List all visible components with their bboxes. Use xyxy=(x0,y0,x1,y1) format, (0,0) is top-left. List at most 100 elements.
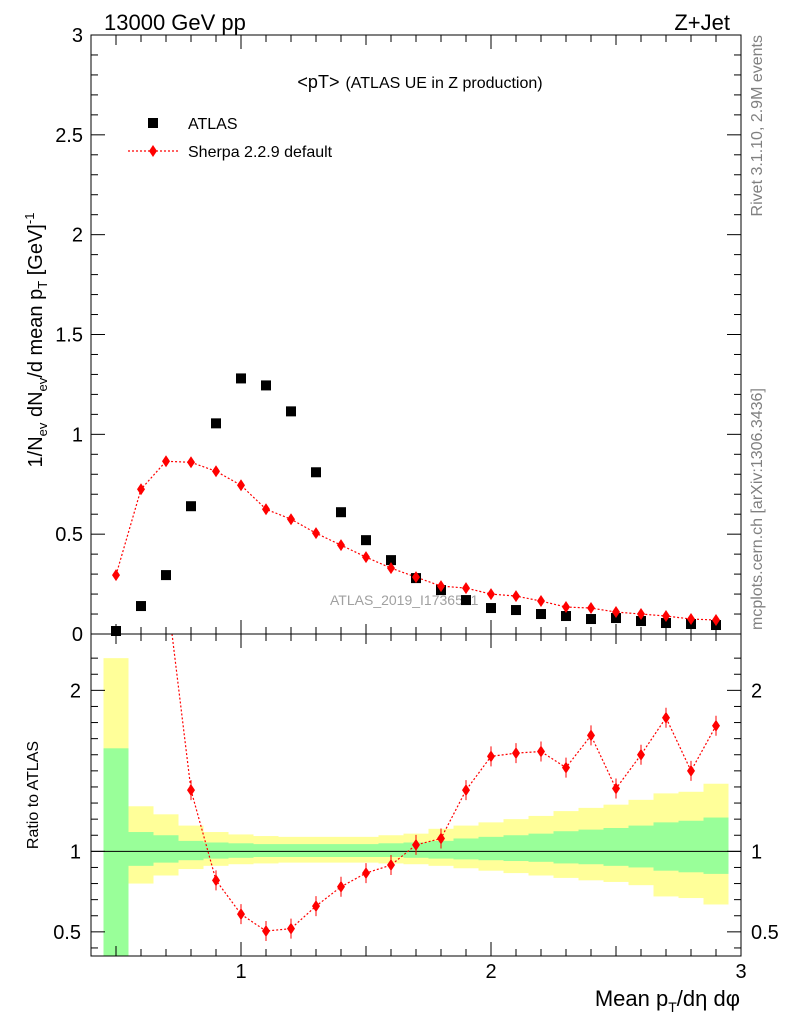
mcplots-label: mcplots.cern.ch [arXiv:1306.3436] xyxy=(749,388,766,630)
main-ylabel: 1/Nev dNev/d mean pT [GeV]-1 xyxy=(22,213,50,468)
atlas-point xyxy=(536,609,546,620)
sherpa-point xyxy=(387,562,395,575)
band-inner-bin xyxy=(353,844,379,857)
main-marks xyxy=(111,373,721,637)
x-axis-label: Mean pT/dη dφ xyxy=(595,986,740,1015)
ratio-ytick-label-right: 2 xyxy=(751,680,762,702)
atlas-point xyxy=(186,501,196,512)
band-inner-bin xyxy=(528,833,554,862)
ratio-point xyxy=(537,745,545,758)
atlas-point xyxy=(586,614,596,625)
band-inner-bin xyxy=(653,822,679,871)
ratio-frame xyxy=(90,633,742,957)
ratio-ytick-label: 0.5 xyxy=(53,922,81,944)
chart-title-main: <pT> xyxy=(297,72,339,92)
band-inner-bin xyxy=(378,843,404,857)
atlas-point xyxy=(311,467,321,478)
band-inner-bin xyxy=(578,829,604,865)
ratio-point xyxy=(412,838,420,851)
ratio-point xyxy=(662,711,670,724)
legend: ATLAS Sherpa 2.2.9 default xyxy=(128,116,333,161)
ratio-ytick-label-right: 1 xyxy=(751,841,762,863)
sherpa-point xyxy=(562,601,570,614)
band-inner-bin xyxy=(178,840,204,861)
band-inner-bin xyxy=(478,836,504,861)
band-inner-bin xyxy=(278,844,304,857)
ratio-point xyxy=(337,880,345,893)
main-ytick-label: 1 xyxy=(72,424,83,446)
sherpa-point xyxy=(137,483,145,496)
band-inner-bin xyxy=(128,832,154,866)
main-ytick-label: 0.5 xyxy=(55,524,83,546)
chart-title-detail: (ATLAS UE in Z production) xyxy=(345,75,542,92)
ratio-point xyxy=(587,729,595,742)
sherpa-point xyxy=(712,614,720,627)
sherpa-point xyxy=(287,513,295,526)
atlas-point xyxy=(261,380,271,391)
atlas-point xyxy=(236,373,246,384)
sherpa-point xyxy=(112,569,120,582)
ratio-point xyxy=(487,750,495,763)
ratio-point xyxy=(262,925,270,938)
ratio-line xyxy=(190,716,717,932)
ratio-point xyxy=(387,859,395,872)
chart-title: <pT> (ATLAS UE in Z production) xyxy=(297,72,542,92)
main-ytick-label: 2 xyxy=(72,225,83,247)
main-ytick-label: 3 xyxy=(72,25,83,47)
sherpa-point xyxy=(362,551,370,564)
band-inner-bin xyxy=(303,844,329,857)
ratio-panel: 0.5 0.5 1 1 2 2 1 2 3 Ratio to ATLAS Mean pT/dη… xyxy=(25,633,779,1015)
legend-sherpa-label: Sherpa 2.2.9 default xyxy=(188,144,333,161)
rivet-version-label: Rivet 3.1.10, 2.9M events xyxy=(749,35,766,216)
atlas-point xyxy=(636,616,646,627)
main-panel: ATLAS_2019_I1736531 0 0.5 1 1.5 2 2.5 3 <pT> (A… xyxy=(22,25,742,646)
ratio-line-offscale xyxy=(171,633,192,791)
main-ytick-label: 0 xyxy=(72,624,83,646)
atlas-point xyxy=(361,535,371,546)
ratio-point xyxy=(237,908,245,921)
ratio-point xyxy=(512,747,520,760)
ratio-uncertainty-bands xyxy=(91,658,741,956)
ratio-point xyxy=(612,782,620,795)
band-inner-bin xyxy=(703,817,729,874)
ratio-point xyxy=(562,761,570,774)
legend-atlas-marker xyxy=(148,118,158,128)
ratio-point xyxy=(312,900,320,913)
sherpa-point xyxy=(687,613,695,626)
sherpa-point xyxy=(212,465,220,478)
legend-atlas-label: ATLAS xyxy=(188,116,238,133)
band-inner-bin xyxy=(503,835,529,862)
ratio-point xyxy=(712,719,720,732)
atlas-point xyxy=(336,507,346,518)
analysis-watermark: ATLAS_2019_I1736531 xyxy=(330,592,479,608)
ratio-ytick-label-right: 0.5 xyxy=(751,922,779,944)
process-label: Z+Jet xyxy=(674,10,730,35)
sherpa-point xyxy=(337,539,345,552)
ratio-point xyxy=(187,784,195,797)
sherpa-point xyxy=(162,455,170,468)
main-ytick-label: 1.5 xyxy=(55,325,83,347)
atlas-point xyxy=(136,601,146,612)
energy-label: 13000 GeV pp xyxy=(104,10,246,35)
ratio-point xyxy=(437,832,445,845)
ratio-ytick-label: 1 xyxy=(70,841,81,863)
ratio-x-axis: 1 2 3 xyxy=(115,634,747,983)
atlas-point xyxy=(461,595,471,606)
band-inner-bin xyxy=(428,840,454,859)
ratio-ytick-label: 2 xyxy=(70,680,81,702)
ratio-point xyxy=(637,748,645,761)
ratio-y-axis: 0.5 0.5 1 1 2 2 xyxy=(53,657,779,949)
xtick-label: 2 xyxy=(485,961,496,983)
band-inner-bin xyxy=(628,825,654,868)
sherpa-point xyxy=(412,571,420,584)
band-inner-bin xyxy=(103,748,129,956)
legend-sherpa-marker xyxy=(149,145,157,157)
atlas-point xyxy=(211,418,221,429)
sherpa-point xyxy=(637,608,645,621)
sherpa-point xyxy=(487,588,495,601)
atlas-point xyxy=(486,603,496,614)
xtick-label: 1 xyxy=(235,961,246,983)
sherpa-point xyxy=(512,590,520,603)
atlas-point xyxy=(286,406,296,417)
atlas-point xyxy=(386,555,396,566)
